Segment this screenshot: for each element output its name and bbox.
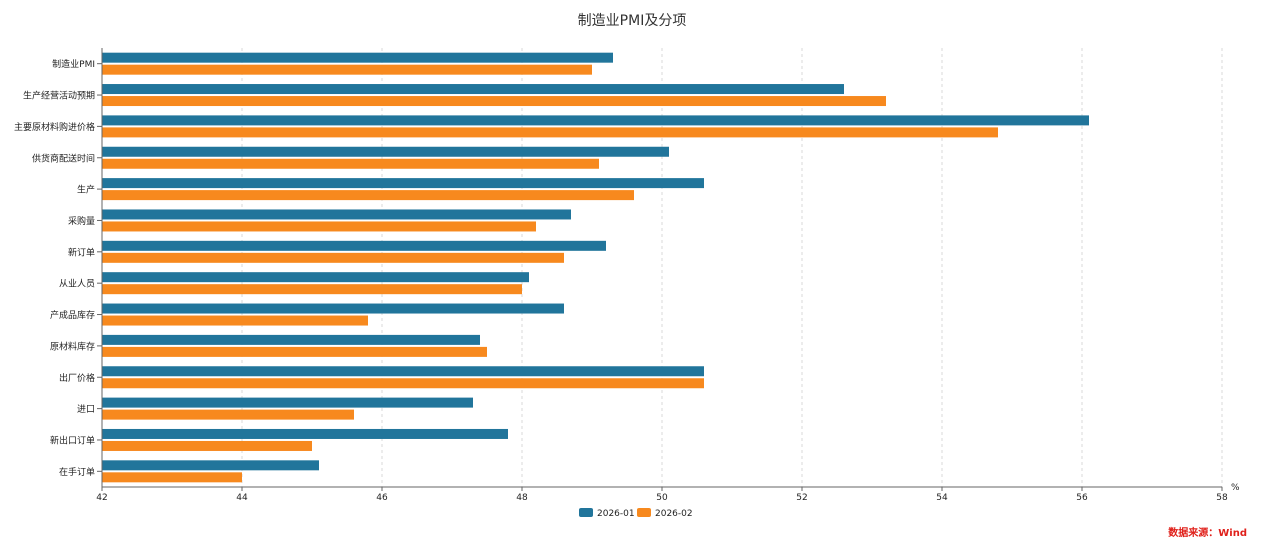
bars bbox=[102, 52, 1089, 483]
y-tick-label: 制造业PMI bbox=[52, 58, 95, 70]
x-tick-label: 50 bbox=[656, 493, 668, 503]
bar-2026-01-12[interactable] bbox=[102, 397, 473, 408]
chart-title: 制造业PMI及分项 bbox=[578, 13, 687, 29]
bar-2026-01-13[interactable] bbox=[102, 428, 508, 439]
bar-2026-02-14[interactable] bbox=[102, 472, 242, 483]
x-tick-label: 58 bbox=[1216, 493, 1228, 503]
bar-2026-01-5[interactable] bbox=[102, 178, 704, 189]
bar-2026-02-1[interactable] bbox=[102, 64, 592, 75]
y-tick-label: 进口 bbox=[77, 404, 95, 415]
bar-2026-02-12[interactable] bbox=[102, 409, 354, 420]
y-tick-label: 新出口订单 bbox=[50, 434, 95, 446]
legend[interactable]: 2026-01 2026-02 bbox=[579, 508, 693, 519]
x-tick-label: 46 bbox=[376, 493, 388, 503]
y-tick-label: 新订单 bbox=[68, 246, 95, 258]
x-tick-label: 48 bbox=[516, 493, 528, 503]
y-tick-label: 原材料库存 bbox=[50, 340, 95, 352]
bar-2026-02-3[interactable] bbox=[102, 127, 998, 138]
y-tick-label: 主要原材料购进价格 bbox=[14, 121, 95, 133]
bar-2026-02-6[interactable] bbox=[102, 221, 536, 232]
grid-lines bbox=[241, 48, 1223, 487]
bar-2026-02-8[interactable] bbox=[102, 284, 522, 295]
y-tick-label: 生产 bbox=[77, 184, 95, 196]
bar-2026-02-11[interactable] bbox=[102, 378, 704, 389]
y-tick-label: 供货商配送时间 bbox=[32, 152, 95, 164]
y-tick-label: 生产经营活动预期 bbox=[23, 90, 95, 102]
y-tick-label: 采购量 bbox=[68, 215, 95, 227]
axes: 制造业PMI 生产经营活动预期主要原材料购进价格供货商配送时间生产采购量新订单从业… bbox=[14, 48, 1240, 503]
legend-swatch[interactable] bbox=[637, 508, 651, 517]
bar-2026-02-4[interactable] bbox=[102, 158, 599, 169]
x-tick-label: 56 bbox=[1076, 493, 1088, 503]
x-tick-label: 52 bbox=[796, 493, 807, 503]
y-tick-label: 从业人员 bbox=[59, 279, 95, 290]
legend-label[interactable]: 2026-01 bbox=[597, 509, 635, 519]
bar-2026-02-13[interactable] bbox=[102, 440, 312, 451]
x-tick-label: 54 bbox=[936, 493, 948, 503]
legend-swatch[interactable] bbox=[579, 508, 593, 517]
bar-2026-02-9[interactable] bbox=[102, 315, 368, 326]
bar-2026-01-4[interactable] bbox=[102, 146, 669, 157]
y-tick-label: 产成品库存 bbox=[50, 309, 95, 321]
bar-2026-01-6[interactable] bbox=[102, 209, 571, 220]
x-tick-label: 44 bbox=[236, 493, 248, 503]
bar-2026-02-7[interactable] bbox=[102, 252, 564, 263]
bar-2026-02-10[interactable] bbox=[102, 346, 487, 357]
x-unit-label: % bbox=[1231, 483, 1240, 493]
bar-2026-01-11[interactable] bbox=[102, 366, 704, 377]
bar-2026-01-14[interactable] bbox=[102, 460, 319, 471]
bar-2026-02-5[interactable] bbox=[102, 190, 634, 201]
x-tick-label: 42 bbox=[96, 493, 107, 503]
y-tick-label: 在手订单 bbox=[59, 466, 95, 478]
bar-2026-01-8[interactable] bbox=[102, 272, 529, 283]
bar-2026-01-7[interactable] bbox=[102, 240, 606, 251]
legend-label[interactable]: 2026-02 bbox=[655, 509, 693, 519]
source-note: 数据来源：Wind bbox=[1168, 528, 1247, 539]
bar-2026-01-9[interactable] bbox=[102, 303, 564, 314]
bar-2026-02-2[interactable] bbox=[102, 96, 886, 107]
bar-2026-01-1[interactable] bbox=[102, 52, 613, 63]
bar-2026-01-3[interactable] bbox=[102, 115, 1089, 126]
bar-2026-01-2[interactable] bbox=[102, 84, 844, 95]
bar-2026-01-10[interactable] bbox=[102, 334, 480, 345]
y-tick-label: 出厂价格 bbox=[59, 372, 95, 384]
